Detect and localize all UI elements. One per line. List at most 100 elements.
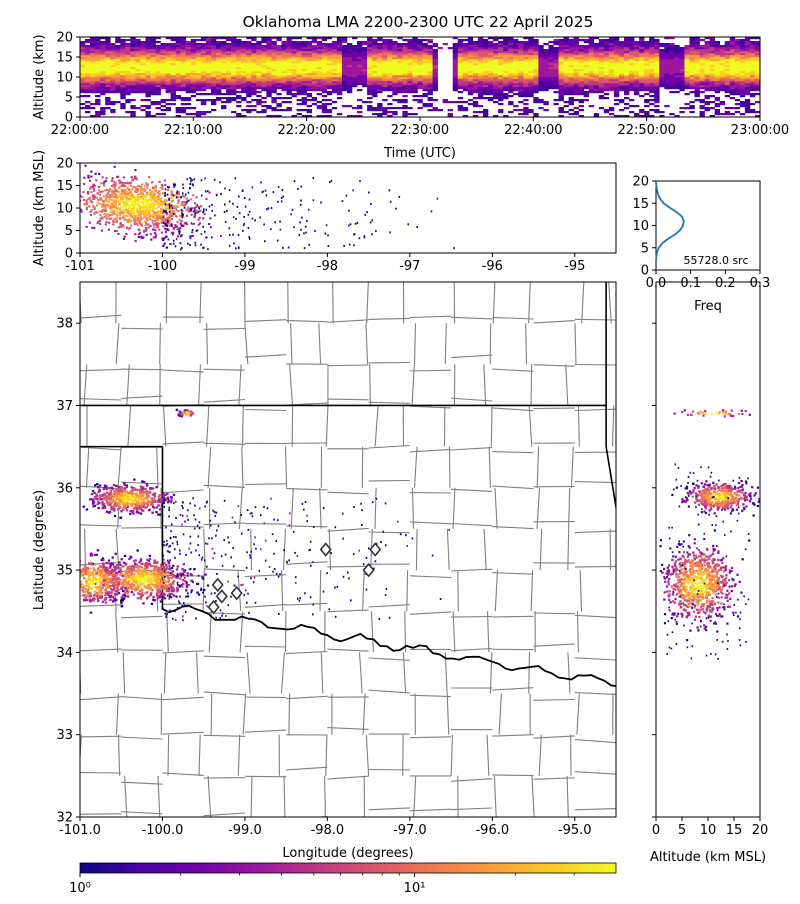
lon-height-cell xyxy=(142,193,144,195)
time-height-cell xyxy=(357,99,362,101)
time-height-cell xyxy=(715,49,720,51)
time-height-cell xyxy=(312,45,317,47)
time-height-cell xyxy=(120,89,125,91)
time-height-cell xyxy=(725,71,730,73)
time-height-cell xyxy=(679,79,684,81)
time-height-cell xyxy=(191,91,196,93)
time-height-cell xyxy=(166,61,171,63)
time-height-cell xyxy=(720,47,725,49)
time-height-cell xyxy=(221,55,226,57)
time-height-cell xyxy=(211,47,216,49)
time-height-cell xyxy=(468,69,473,71)
time-height-x-tick-label: 22:30:00 xyxy=(391,123,449,138)
time-height-cell xyxy=(100,65,105,67)
time-height-cell xyxy=(579,39,584,41)
time-height-cell xyxy=(523,65,528,67)
time-height-cell xyxy=(508,83,513,85)
time-height-cell xyxy=(332,47,337,49)
lon-height-cell xyxy=(179,219,181,221)
lon-height-cell xyxy=(114,166,116,168)
time-height-cell xyxy=(463,89,468,91)
time-height-cell xyxy=(624,103,629,105)
time-height-cell xyxy=(594,63,599,65)
time-height-cell xyxy=(90,81,95,83)
time-height-cell xyxy=(241,79,246,81)
time-height-cell xyxy=(105,81,110,83)
time-height-cell xyxy=(196,57,201,59)
time-height-cell xyxy=(493,77,498,79)
time-height-cell xyxy=(463,67,468,69)
time-height-cell xyxy=(574,55,579,57)
time-height-cell xyxy=(569,101,574,103)
time-height-cell xyxy=(171,57,176,59)
time-height-cell xyxy=(634,89,639,91)
time-height-cell xyxy=(740,49,745,51)
time-height-cell xyxy=(705,43,710,45)
time-height-cell xyxy=(251,61,256,63)
time-height-cell xyxy=(498,67,503,69)
time-height-cell xyxy=(85,95,90,97)
time-height-cell xyxy=(201,81,206,83)
time-height-cell xyxy=(216,89,221,91)
time-height-cell xyxy=(382,57,387,59)
time-height-cell xyxy=(211,65,216,67)
time-height-cell xyxy=(105,91,110,93)
time-height-cell xyxy=(382,75,387,77)
time-height-cell xyxy=(493,71,498,73)
time-height-cell xyxy=(115,85,120,87)
time-height-cell xyxy=(488,91,493,93)
time-height-cell xyxy=(216,85,221,87)
time-height-cell xyxy=(130,49,135,51)
time-height-cell xyxy=(130,43,135,45)
time-height-cell xyxy=(634,59,639,61)
time-height-cell xyxy=(216,99,221,101)
time-height-cell xyxy=(352,77,357,79)
time-height-cell xyxy=(705,59,710,61)
time-height-cell xyxy=(181,63,186,65)
time-height-cell xyxy=(181,49,186,51)
time-height-cell xyxy=(664,105,669,107)
lon-height-cell xyxy=(145,182,147,184)
time-height-cell xyxy=(276,45,281,47)
time-height-cell xyxy=(705,109,710,111)
time-height-cell xyxy=(287,55,292,57)
time-height-cell xyxy=(483,81,488,83)
time-height-cell xyxy=(191,69,196,71)
time-height-cell xyxy=(181,45,186,47)
time-height-cell xyxy=(292,43,297,45)
lon-height-cell xyxy=(168,222,170,224)
time-height-cell xyxy=(508,91,513,93)
time-height-cell xyxy=(664,85,669,87)
time-height-cell xyxy=(458,105,463,107)
time-height-cell xyxy=(730,51,735,53)
time-height-cell xyxy=(317,81,322,83)
time-height-cell xyxy=(715,105,720,107)
time-height-cell xyxy=(105,77,110,79)
time-height-cell xyxy=(664,65,669,67)
time-height-cell xyxy=(337,91,342,93)
time-height-cell xyxy=(468,83,473,85)
time-height-cell xyxy=(241,97,246,99)
time-height-cell xyxy=(261,65,266,67)
time-height-cell xyxy=(317,45,322,47)
time-height-cell xyxy=(110,61,115,63)
time-height-cell xyxy=(377,113,382,115)
time-height-cell xyxy=(629,51,634,53)
time-height-cell xyxy=(423,51,428,53)
time-height-cell xyxy=(548,79,553,81)
time-height-cell xyxy=(528,77,533,79)
time-height-cell xyxy=(352,81,357,83)
time-height-cell xyxy=(206,57,211,59)
time-height-cell xyxy=(156,87,161,89)
time-height-cell xyxy=(100,87,105,89)
time-height-cell xyxy=(574,93,579,95)
time-height-cell xyxy=(614,71,619,73)
time-height-cell xyxy=(287,69,292,71)
time-height-cell xyxy=(559,109,564,111)
time-height-cell xyxy=(710,85,715,87)
time-height-cell xyxy=(337,39,342,41)
time-height-cell xyxy=(171,89,176,91)
time-height-cell xyxy=(327,79,332,81)
time-height-cell xyxy=(574,77,579,79)
time-height-cell xyxy=(483,85,488,87)
